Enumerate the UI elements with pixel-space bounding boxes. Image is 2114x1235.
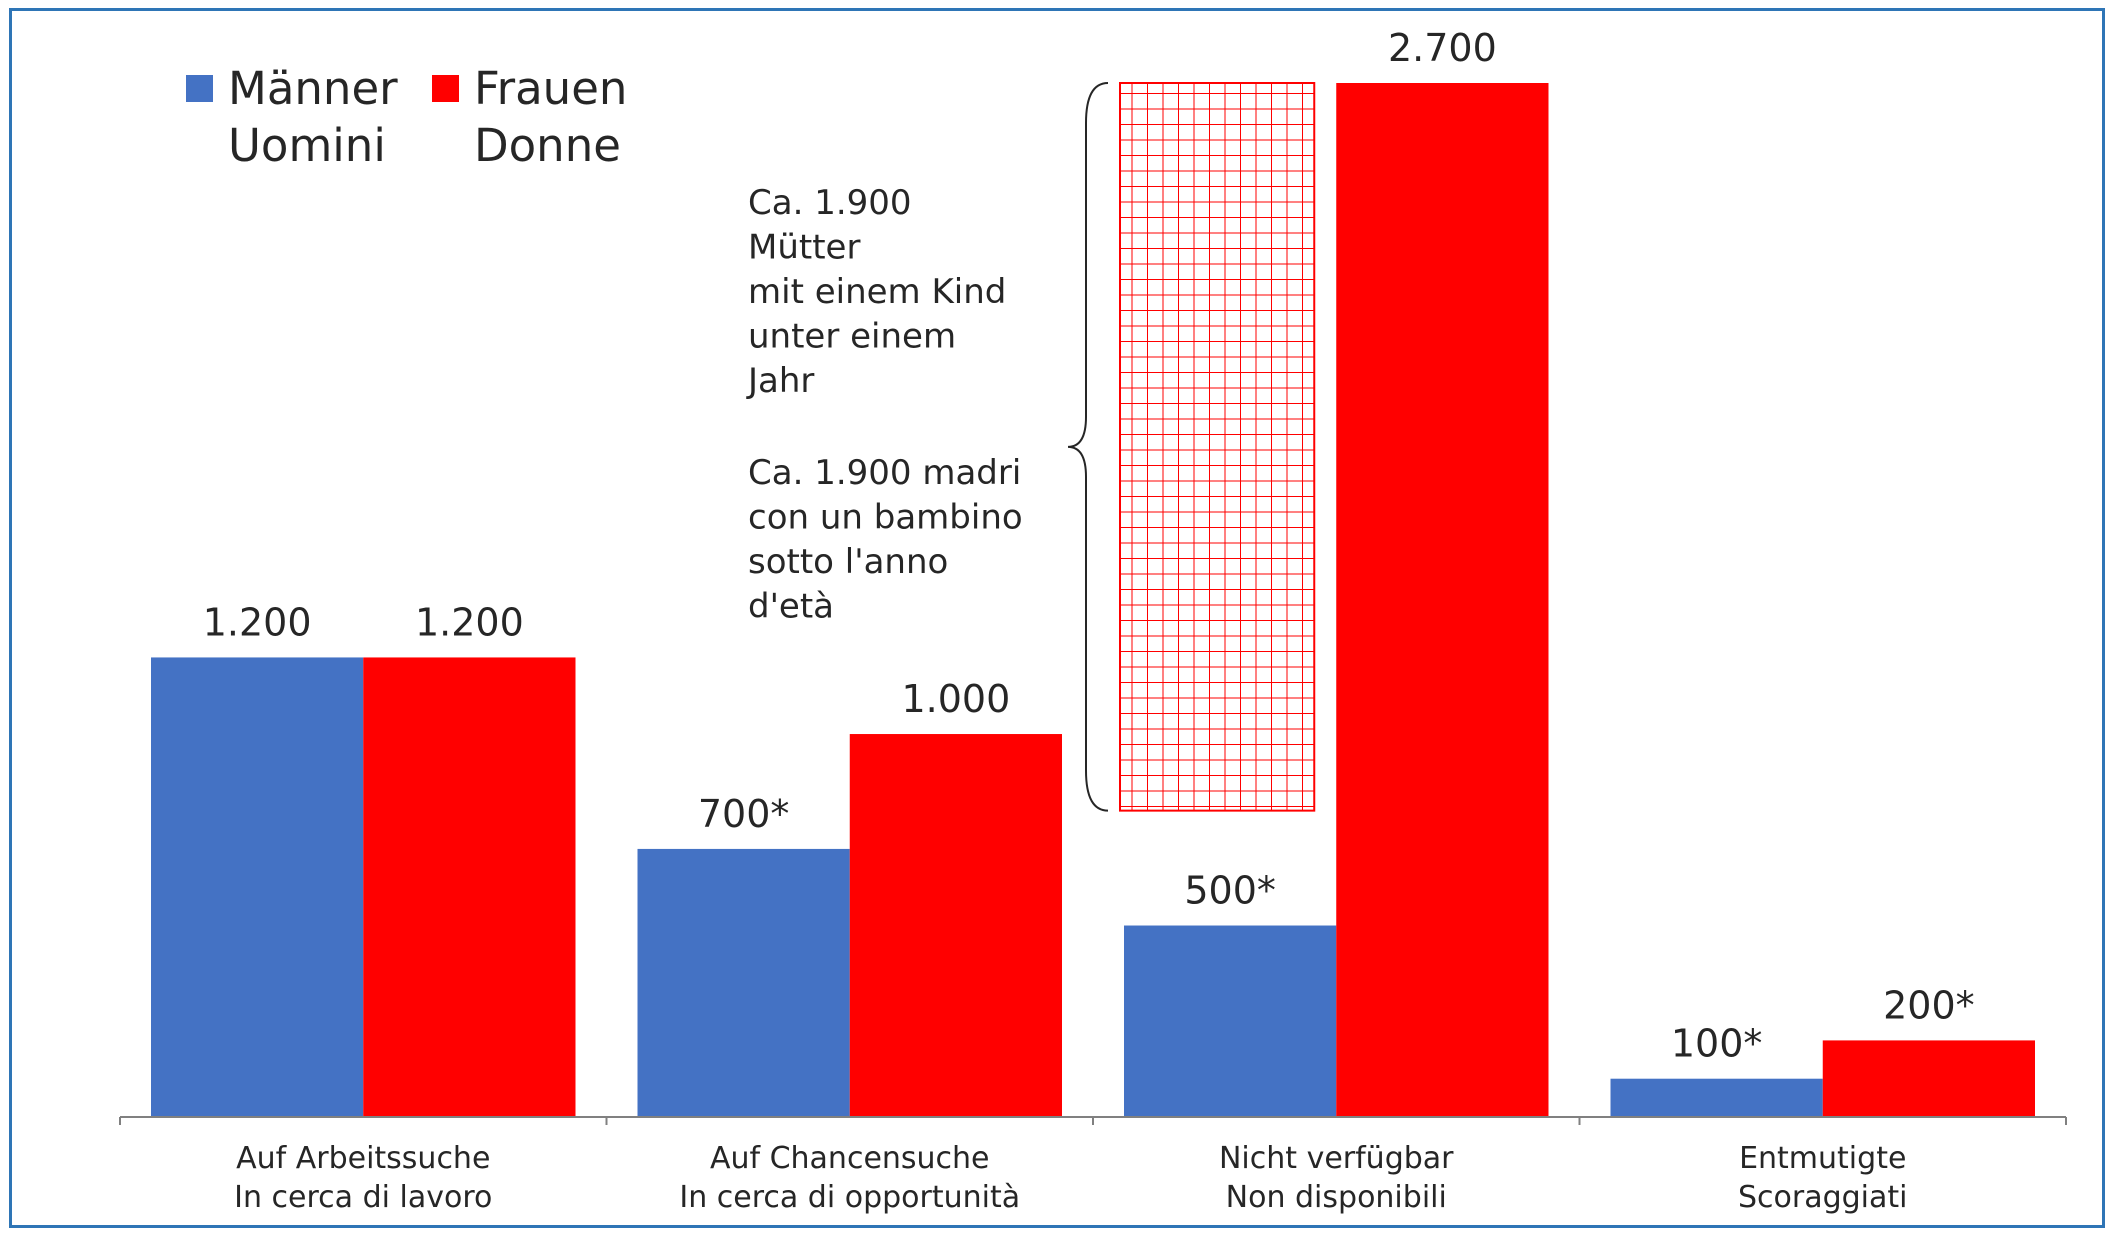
bar-s0-c2 [1124, 925, 1337, 1117]
category-label-0-0: Auf Arbeitssuche [236, 1141, 490, 1176]
category-label-3-1: Scoraggiati [1738, 1180, 1908, 1215]
bar-s1-c0 [363, 657, 576, 1117]
category-label-2-1: Non disponibili [1226, 1180, 1447, 1215]
annotation-de-line-2: mit einem Kind [748, 272, 1006, 312]
annotation-de-line-0: Ca. 1.900 [748, 183, 912, 223]
value-label-s0-c1: 700* [698, 792, 790, 836]
value-label-s1-c2: 2.700 [1388, 26, 1497, 70]
annotation-it-line-0: Ca. 1.900 madri [748, 453, 1021, 493]
value-label-s1-c3: 200* [1883, 983, 1975, 1027]
annotation-it-line-3: d'età [748, 587, 834, 627]
bar-s1-c1 [849, 734, 1062, 1117]
category-label-0-1: In cerca di lavoro [234, 1180, 492, 1215]
value-label-s0-c0: 1.200 [203, 600, 312, 644]
category-label-2-0: Nicht verfügbar [1219, 1141, 1454, 1176]
legend-label-0-1: Uomini [228, 119, 386, 172]
value-label-s0-c2: 500* [1184, 869, 1276, 913]
bar-s0-c1 [637, 848, 850, 1117]
legend-swatch-0 [186, 75, 213, 102]
legend-label-1-1: Donne [474, 119, 621, 172]
bar-s0-c0 [151, 657, 364, 1117]
bar-s1-c2 [1336, 83, 1549, 1117]
highlight-pattern-bar [1119, 82, 1316, 812]
legend-label-1-0: Frauen [474, 62, 627, 115]
value-label-s1-c1: 1.000 [901, 677, 1010, 721]
category-label-1-1: In cerca di opportunità [679, 1180, 1020, 1215]
curly-brace [1067, 82, 1109, 812]
category-label-3-0: Entmutigte [1739, 1141, 1906, 1176]
annotation-de-line-3: unter einem [748, 317, 956, 357]
bar-s1-c3 [1822, 1040, 2035, 1117]
annotation-it-line-2: sotto l'anno [748, 542, 948, 582]
legend-label-0-0: Männer [228, 62, 398, 115]
bar-s0-c3 [1610, 1078, 1823, 1117]
annotation-it-line-1: con un bambino [748, 498, 1023, 538]
value-label-s0-c3: 100* [1671, 1022, 1763, 1066]
category-label-1-0: Auf Chancensuche [710, 1141, 990, 1176]
value-label-s1-c0: 1.200 [415, 600, 524, 644]
legend-swatch-1 [432, 75, 459, 102]
annotation-de-line-4: Jahr [746, 361, 814, 401]
annotation-de-line-1: Mütter [748, 228, 860, 268]
